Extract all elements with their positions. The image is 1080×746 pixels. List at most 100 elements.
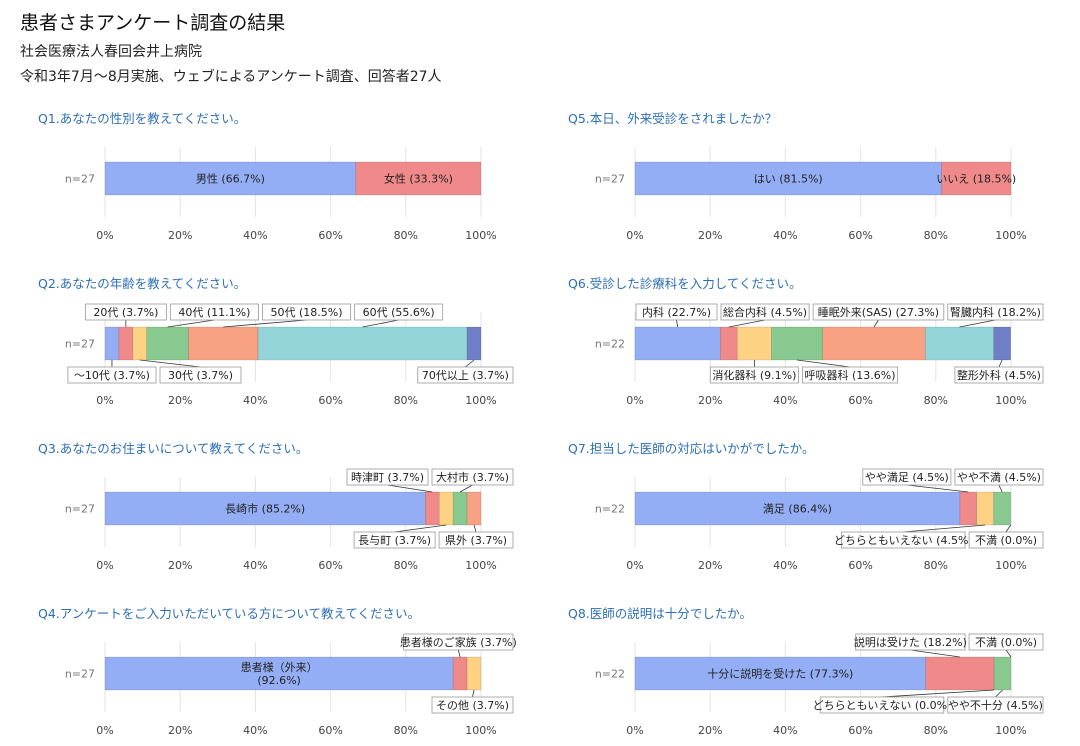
q4-bar-segment-0 — [104, 656, 454, 691]
q5-xtick-label: 80% — [924, 229, 948, 242]
q1-bar-segment-0 — [104, 161, 357, 196]
q2-callout-box-3 — [169, 303, 259, 321]
q8-data-label-1: 説明は受けた (18.2%) — [854, 635, 967, 649]
q2-xtick-label: 80% — [394, 394, 418, 407]
q2-data-label-1: 20代 (3.7%) — [93, 306, 158, 319]
q3-data-label-1: 時津町 (3.7%) — [351, 471, 424, 484]
q3-xtick-label: 100% — [465, 559, 496, 572]
q7-data-label-4: 不満 (0.0%) — [975, 534, 1037, 547]
q5-data-label-0: はい (81.5%) — [754, 173, 823, 186]
q6-bar-segment-1 — [720, 326, 738, 361]
q2-callout-line-4 — [223, 319, 307, 328]
q8-xtick-label: 60% — [848, 724, 872, 737]
q5-bar-segment-0 — [634, 161, 942, 196]
q1-xtick-label: 20% — [168, 229, 192, 242]
q8-callout-box-3 — [947, 696, 1044, 714]
q2-callout-box-2 — [159, 366, 242, 384]
q2-data-label-3: 40代 (11.1%) — [178, 306, 250, 319]
q6-chart: 0% 20% 40% 60% 80% 100% n=22 内科 (22.7%) 総合内科 (4.… — [595, 303, 1044, 407]
q7-title: Q7.担当した医師の対応はいかがでしたか。 — [568, 441, 815, 456]
q7-xtick-label: 80% — [924, 559, 948, 572]
q2-callout-box-5 — [354, 303, 444, 321]
q7-callout-line-4 — [1005, 524, 1011, 533]
q6-callout-box-0 — [635, 303, 718, 321]
q6-title: Q6.受診した診療科を入力してください。 — [568, 276, 802, 291]
q2-data-label-2: 30代 (3.7%) — [168, 369, 233, 382]
q2-category-label: n=27 — [65, 338, 95, 351]
q4-callout-box-2 — [431, 696, 514, 714]
q3-callout-line-2 — [394, 524, 447, 533]
q6-callout-line-4 — [873, 319, 879, 328]
q3-callout-box-2 — [353, 531, 436, 549]
q7-callout-box-4 — [968, 531, 1044, 549]
q2-chart: 0% 20% 40% 60% 80% 100% n=27 20代 (3.7%) 40代 (11.… — [65, 303, 514, 407]
q7-category-label: n=22 — [595, 503, 625, 516]
q8-callout-box-2 — [819, 696, 945, 714]
q8-data-label-4: 不満 (0.0%) — [975, 636, 1037, 649]
q2-xtick-label: 40% — [243, 394, 267, 407]
q4-xtick-label: 20% — [168, 724, 192, 737]
q7-xtick-label: 0% — [626, 559, 643, 572]
q7-callout-line-2 — [903, 524, 986, 533]
q4-data-label-0: 患者様（外来）(92.6%) — [241, 660, 318, 687]
q3-callout-box-1 — [346, 468, 429, 486]
q1-bar-segment-1 — [355, 161, 482, 196]
q3-bar-segment-0 — [104, 491, 426, 526]
q4-xtick-label: 100% — [465, 724, 496, 737]
q3-callout-line-4 — [473, 524, 477, 533]
q2-bar-segment-2 — [132, 326, 148, 361]
q7-xtick-label: 100% — [995, 559, 1026, 572]
q7-xtick-label: 20% — [698, 559, 722, 572]
q2-xtick-label: 20% — [168, 394, 192, 407]
q6-data-label-3: 呼吸器科 (13.6%) — [805, 368, 896, 382]
q7-bar-segment-2 — [976, 491, 995, 526]
q6-data-label-1: 総合内科 (4.5%) — [723, 305, 807, 319]
q7-callout-box-2 — [841, 531, 966, 549]
q6-data-label-5: 腎臓内科 (18.2%) — [950, 305, 1041, 319]
q5-bar-segment-1 — [941, 161, 1012, 196]
q2-callout-box-1 — [84, 303, 167, 321]
survey-note: 令和3年7月～8月実施、ウェブによるアンケート調査、回答者27人 — [20, 69, 442, 85]
q6-xtick-label: 60% — [848, 394, 872, 407]
q7-callout-line-1 — [906, 484, 969, 493]
q2-data-label-4: 50代 (18.5%) — [271, 306, 343, 319]
q3-data-label-0: 長崎市 (85.2%) — [225, 502, 305, 516]
q2-callout-line-6 — [465, 359, 475, 368]
q7-data-label-0: 満足 (86.4%) — [763, 503, 832, 516]
q8-chart: 0% 20% 40% 60% 80% 100% n=22 十分に説明を受けた (77.3%) 説… — [595, 633, 1044, 737]
q6-data-label-2: 消化器科 (9.1%) — [712, 368, 796, 382]
q3-xtick-label: 80% — [394, 559, 418, 572]
q4-chart: 0% 20% 40% 60% 80% 100% n=27 患者様（外来）(92.6%) 患者様の… — [65, 633, 517, 737]
q4-xtick-label: 80% — [394, 724, 418, 737]
q2-callout-line-5 — [362, 319, 399, 328]
q2-bar-segment-1 — [118, 326, 134, 361]
q6-callout-line-0 — [676, 319, 679, 328]
q6-callout-box-1 — [720, 303, 810, 321]
q7-data-label-1: やや満足 (4.5%) — [865, 471, 949, 484]
q7-xtick-label: 40% — [773, 559, 797, 572]
q3-xtick-label: 20% — [168, 559, 192, 572]
q4-bar-segment-2 — [466, 656, 482, 691]
q6-bar-segment-4 — [822, 326, 926, 361]
q6-callout-box-2 — [709, 366, 799, 384]
q8-data-label-0: 十分に説明を受けた (77.3%) — [707, 667, 853, 681]
q8-xtick-label: 0% — [626, 724, 643, 737]
q2-data-label-0: ～10代 (3.7%) — [74, 369, 150, 382]
q4-bar-segment-1 — [452, 656, 468, 691]
q2-bar-segment-4 — [188, 326, 259, 361]
q3-callout-box-4 — [438, 531, 514, 549]
q7-bar-segment-0 — [634, 491, 961, 526]
q2-bar-segment-0 — [104, 326, 120, 361]
q3-callout-line-1 — [387, 484, 433, 493]
report-header: 患者さまアンケート調査の結果 社会医療法人春回会井上病院 令和3年7月～8月実施… — [20, 8, 442, 91]
q8-data-label-2: どちらともいえない (0.0%) — [813, 699, 952, 712]
q6-data-label-0: 内科 (22.7%) — [642, 305, 711, 319]
q7-bar-segment-1 — [959, 491, 978, 526]
q1-data-label-1: 女性 (33.3%) — [384, 172, 453, 186]
q4-data-label-2: その他 (3.7%) — [436, 699, 509, 712]
q1-xtick-label: 40% — [243, 229, 267, 242]
q6-xtick-label: 0% — [626, 394, 643, 407]
q8-xtick-label: 100% — [995, 724, 1026, 737]
q3-callout-box-3 — [431, 468, 514, 486]
